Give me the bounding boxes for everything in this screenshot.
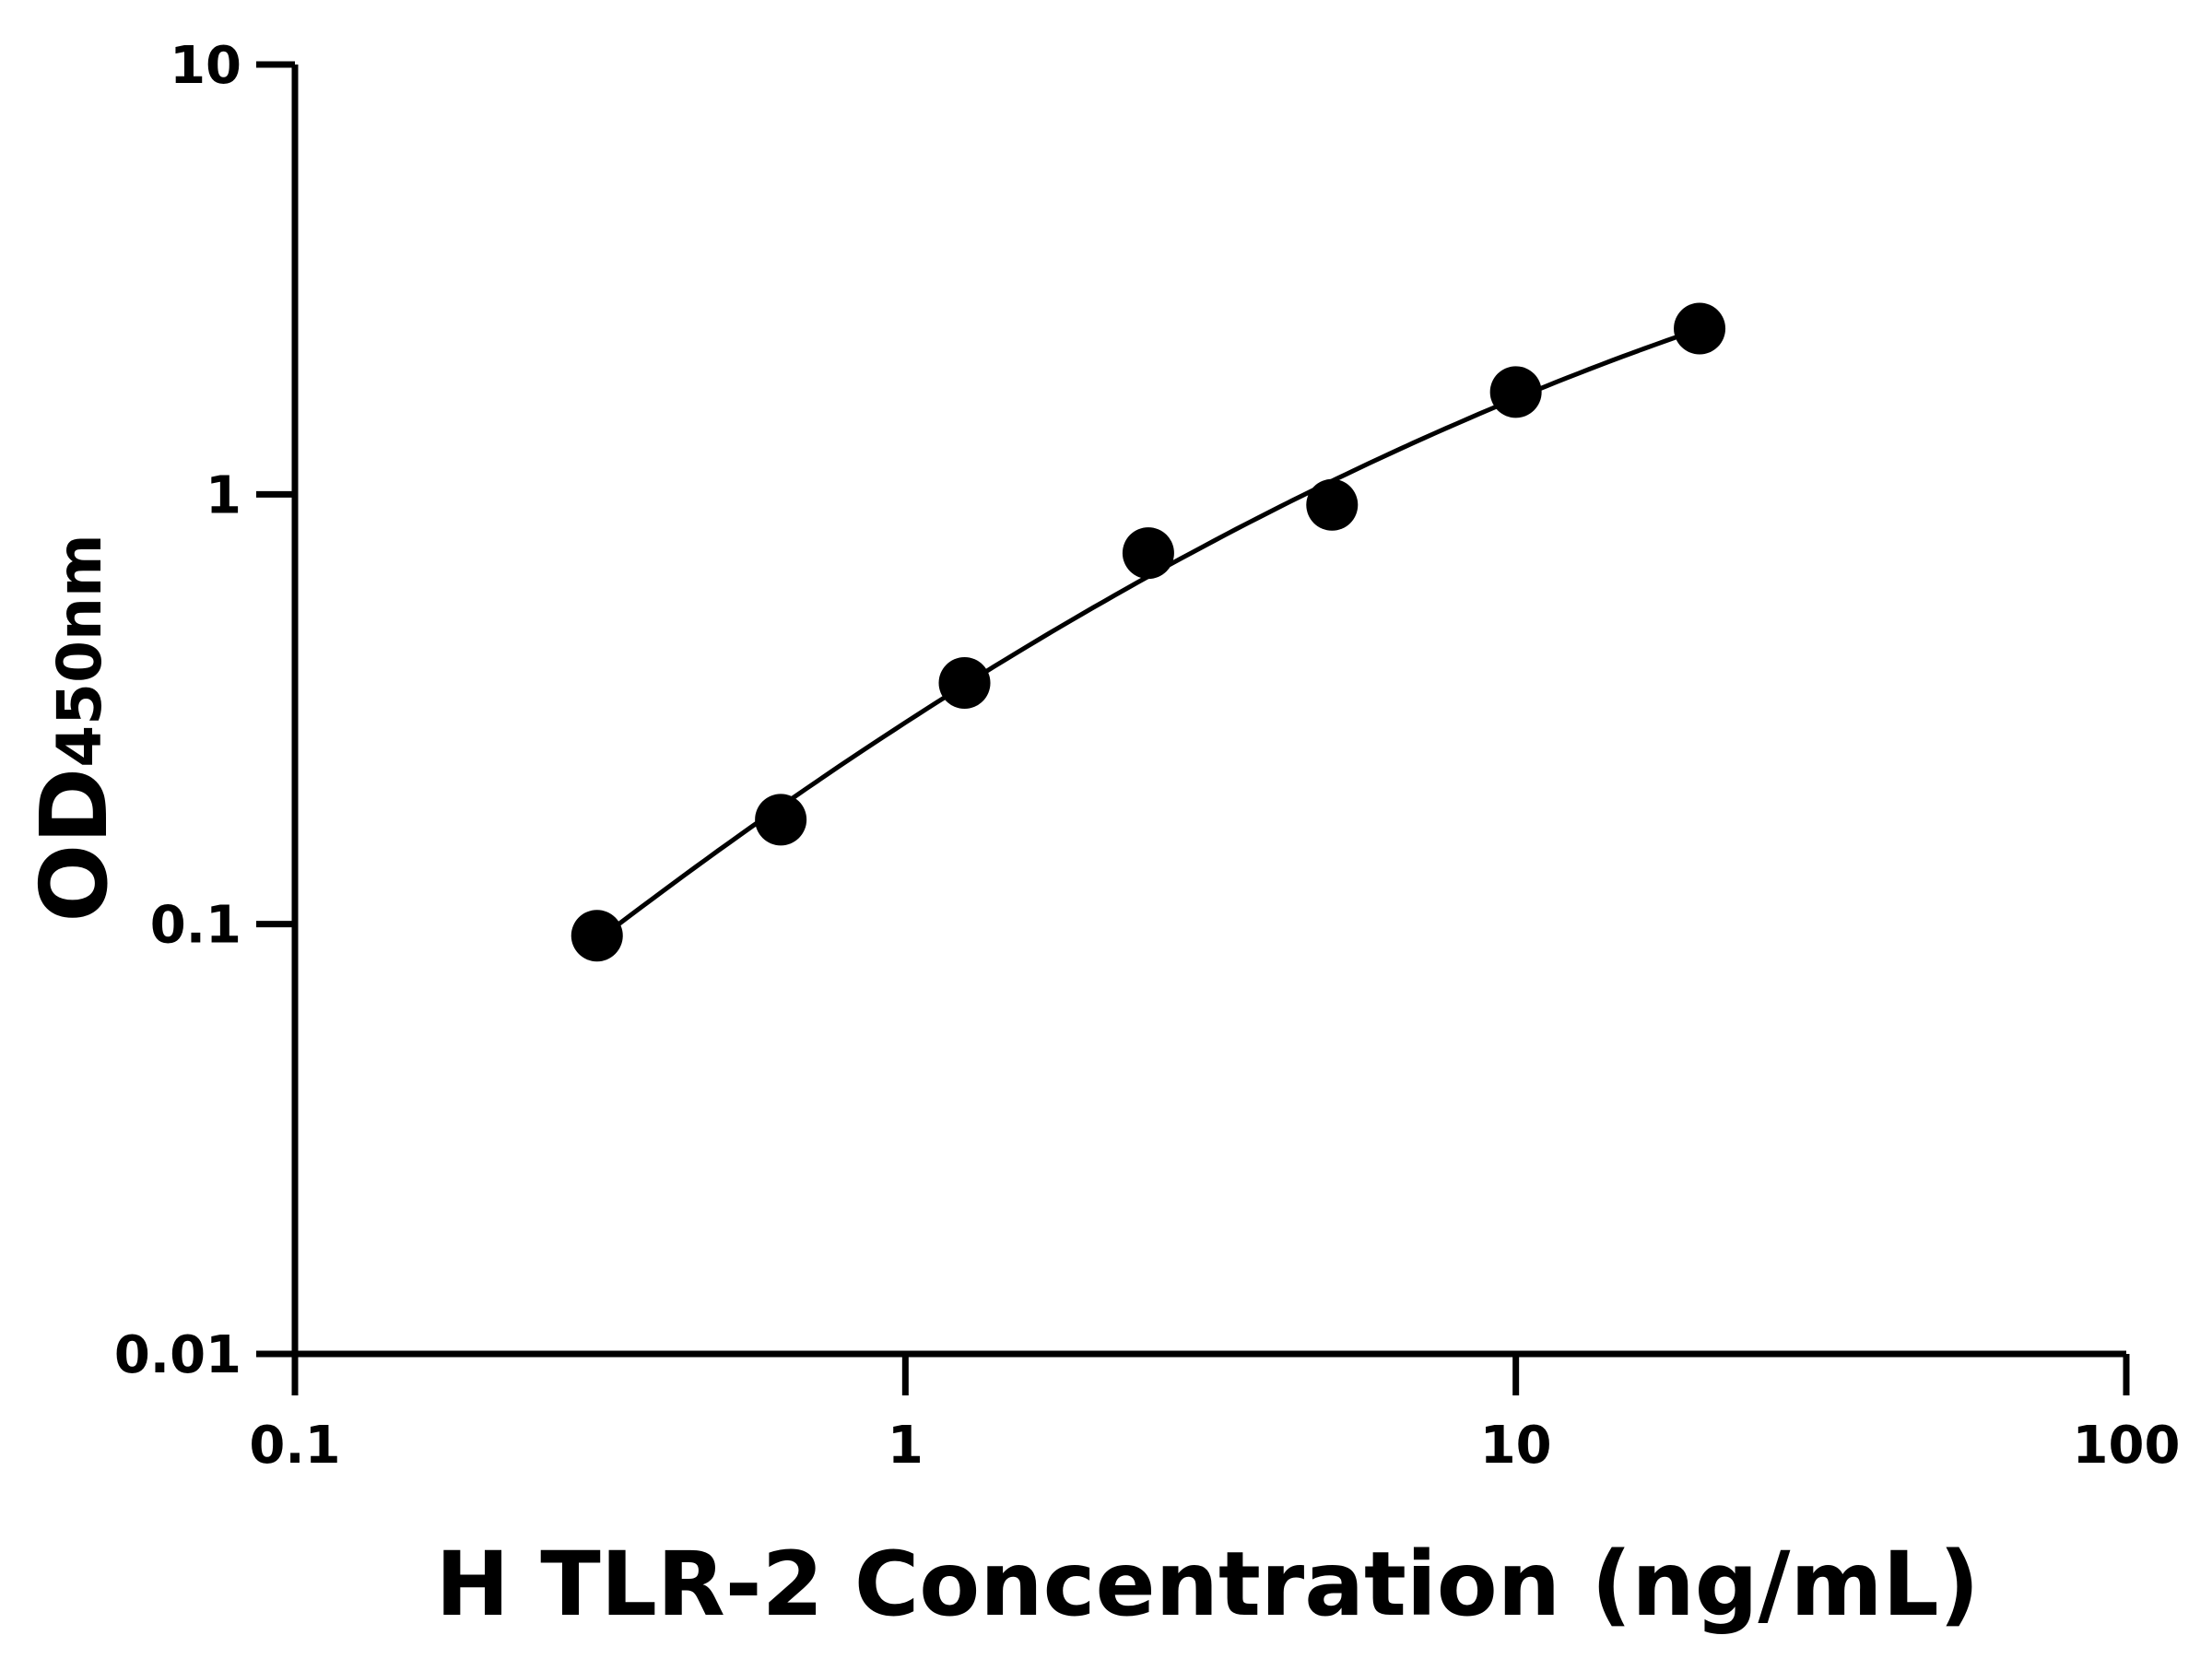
data-point (1306, 478, 1359, 531)
x-tick-label: 0.1 (249, 1416, 340, 1476)
y-tick-label: 10 (170, 36, 241, 96)
fit-curve-group (595, 326, 1700, 943)
data-point (1489, 366, 1542, 418)
x-tick-label: 100 (2073, 1416, 2181, 1476)
data-point (1122, 527, 1174, 580)
data-point (938, 657, 991, 710)
y-tick-label: 0.01 (114, 1325, 241, 1385)
data-point (755, 794, 807, 846)
x-axis-label: H TLR-2 Concentration (ng/mL) (435, 1533, 1979, 1636)
data-point (1674, 302, 1726, 355)
fit-curve (595, 326, 1700, 943)
data-point (571, 910, 623, 962)
y-axis-label-main: OD (20, 768, 128, 923)
y-tick-label: 0.1 (150, 896, 241, 956)
y-axis-label: OD450nm (20, 534, 128, 923)
x-tick-label: 1 (888, 1416, 924, 1476)
y-tick-label: 1 (206, 465, 241, 525)
data-points (571, 302, 1726, 962)
y-axis-label-sub: 450nm (44, 534, 115, 768)
x-tick-label: 10 (1480, 1416, 1552, 1476)
